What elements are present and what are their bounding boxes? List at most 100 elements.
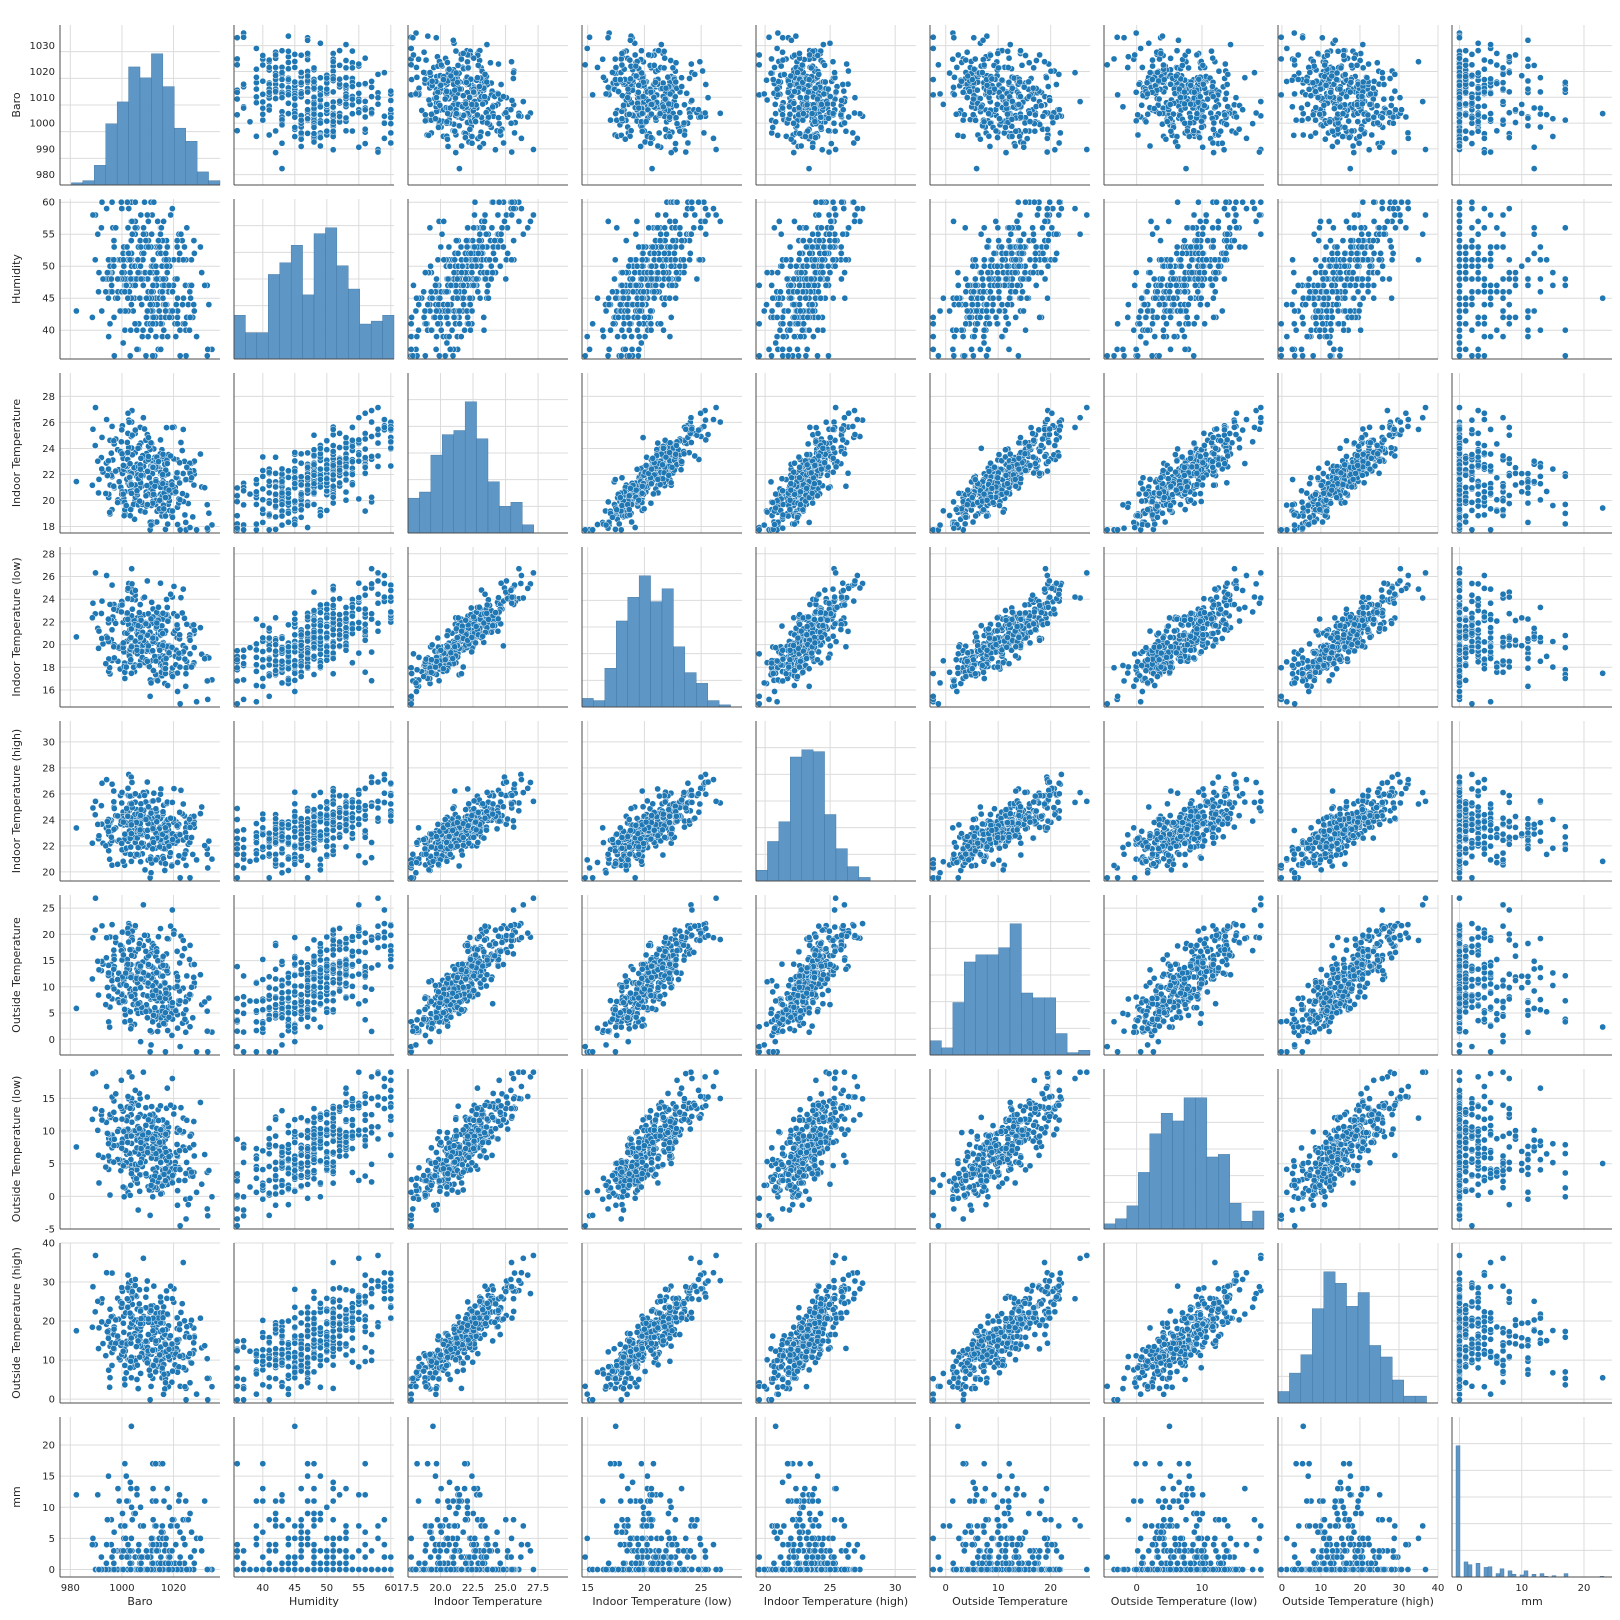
scatter-point [786,81,794,89]
scatter-point [995,294,1003,302]
scatter-point [1004,320,1012,328]
scatter-point [773,333,781,340]
scatter-point [1005,78,1013,86]
scatter-point [1058,205,1065,212]
scatter-point [1163,118,1171,125]
scatter-point [1369,84,1377,92]
scatter-point [691,211,699,219]
scatter-point [773,314,781,321]
scatter-point [1185,133,1193,140]
scatter-point [310,110,318,118]
scatter-point [1132,88,1140,96]
scatter-point [1124,314,1132,321]
scatter-point [1222,250,1230,257]
scatter-point [490,250,497,257]
scatter-point [420,314,428,321]
scatter-point [387,129,395,137]
scatter-point [998,243,1006,251]
scatter-point [1239,106,1246,114]
scatter-point [145,243,152,251]
scatter-point [188,256,195,264]
scatter-point [755,61,763,69]
scatter-point [1221,205,1228,212]
scatter-point [776,326,784,334]
scatter-point [808,243,816,251]
histogram-bar [302,294,315,360]
scatter-point [197,243,204,251]
scatter-point [1154,288,1161,296]
scatter-point [622,346,629,353]
scatter-point [993,101,1001,108]
scatter-point [1223,230,1231,238]
scatter-point [826,230,833,238]
scatter-point [1159,294,1166,302]
scatter-point [253,73,260,81]
scatter-point [952,326,960,334]
scatter-point [983,243,991,251]
scatter-point [638,301,646,308]
scatter-point [1125,53,1132,61]
scatter-point [978,69,986,76]
panel-1-2 [407,198,568,360]
histogram-bar [336,265,349,360]
scatter-point [434,320,442,328]
scatter-point [961,224,969,232]
scatter-point [1173,47,1181,55]
scatter-point [304,36,311,44]
scatter-point [959,333,967,340]
scatter-point [342,57,350,64]
scatter-point [355,109,363,117]
scatter-point [1110,352,1118,360]
scatter-point [304,106,311,114]
scatter-point [1181,237,1188,244]
scatter-point [1512,106,1519,114]
scatter-point [827,140,835,147]
scatter-point [1131,51,1139,59]
scatter-point [291,51,299,58]
scatter-point [589,320,596,328]
scatter-point [444,110,452,117]
scatter-point [1232,94,1240,102]
scatter-point [1181,275,1188,283]
scatter-point [1357,125,1365,133]
scatter-point [959,88,967,96]
scatter-point [814,95,821,103]
scatter-point [145,218,152,225]
scatter-point [818,146,826,154]
scatter-point [971,55,979,63]
scatter-point [712,211,720,219]
scatter-point [954,269,962,276]
scatter-point [1345,117,1352,125]
scatter-point [1022,52,1029,59]
scatter-point [1185,301,1192,308]
scatter-point [979,275,986,283]
scatter-point [1312,104,1320,112]
scatter-point [1017,294,1025,302]
scatter-point [1162,135,1170,143]
scatter-point [1356,133,1363,140]
scatter-point [123,198,131,206]
scatter-point [660,301,668,308]
scatter-point [936,90,944,98]
scatter-point [681,101,688,109]
scatter-point [980,288,987,296]
scatter-point [157,230,164,238]
scatter-point [1149,320,1156,328]
scatter-point [285,65,292,73]
scatter-point [1549,133,1557,140]
panel-0-2 [407,25,568,186]
scatter-point [1138,101,1146,109]
scatter-point [1166,307,1174,315]
scatter-point [633,218,641,225]
scatter-point [1456,101,1463,108]
histogram-bar [233,315,246,360]
scatter-point [179,301,186,308]
scatter-point [355,143,363,151]
scatter-point [413,64,420,71]
scatter-point [415,326,422,334]
scatter-point [1223,237,1231,244]
scatter-point [1239,198,1246,206]
scatter-point [755,282,763,289]
scatter-point [329,75,337,83]
